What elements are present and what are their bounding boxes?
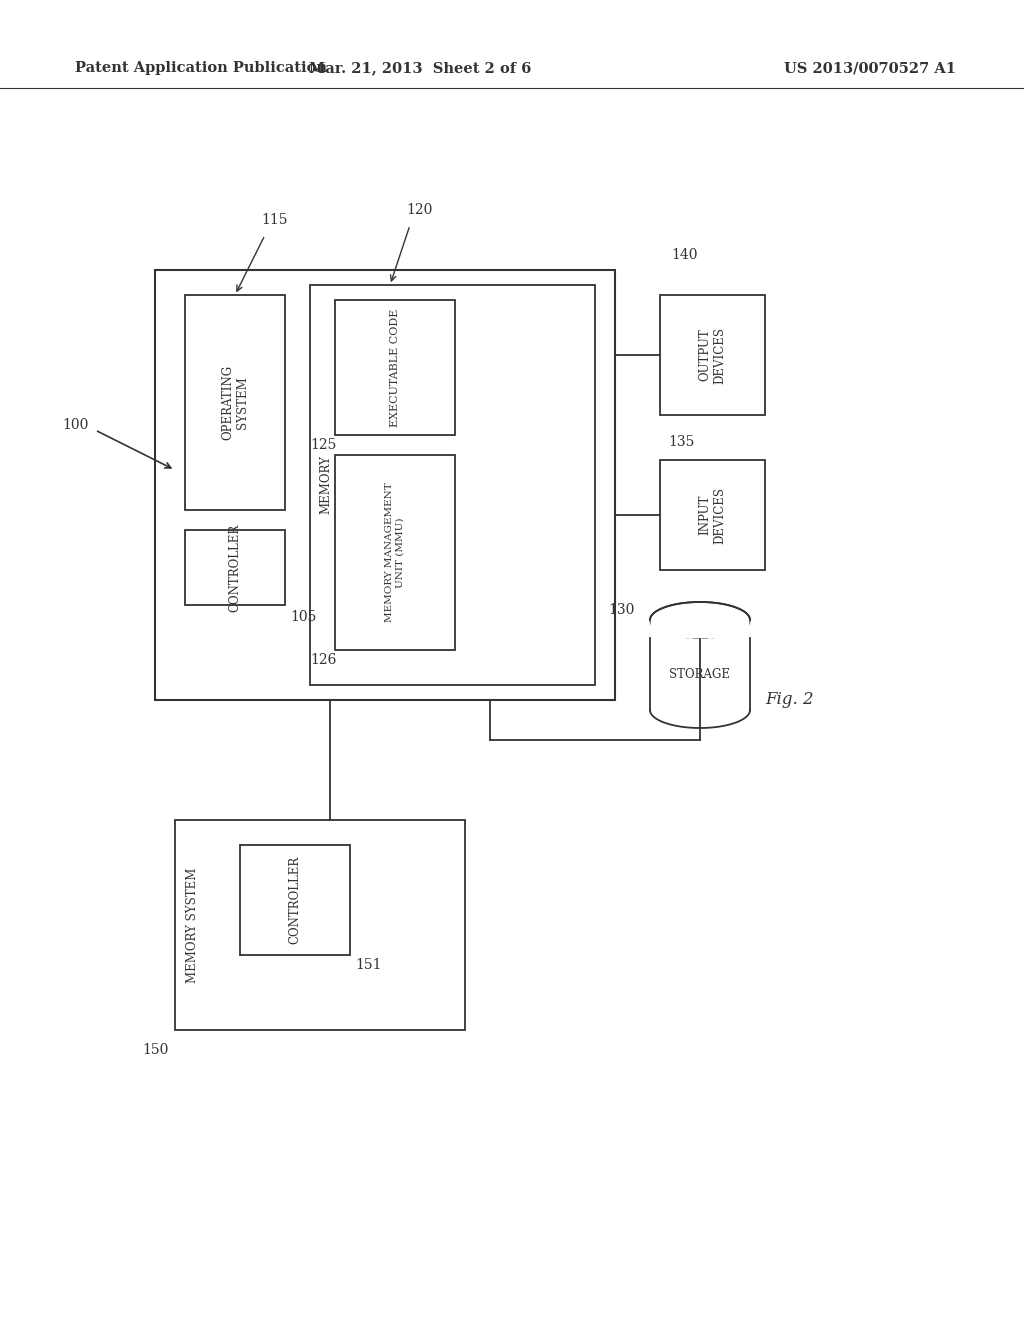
Bar	[175, 820, 465, 1030]
Text: EXECUTABLE CODE: EXECUTABLE CODE	[390, 309, 400, 426]
Text: OUTPUT
DEVICES: OUTPUT DEVICES	[698, 326, 726, 384]
Text: 135: 135	[668, 436, 694, 449]
Text: 125: 125	[310, 438, 336, 451]
Text: MEMORY MANAGEMENT
UNIT (MMU): MEMORY MANAGEMENT UNIT (MMU)	[385, 483, 404, 622]
Text: MEMORY SYSTEM: MEMORY SYSTEM	[186, 867, 200, 982]
Text: 150: 150	[141, 1043, 168, 1057]
Text: 151: 151	[355, 958, 382, 972]
Text: INPUT
DEVICES: INPUT DEVICES	[698, 487, 726, 544]
Text: CONTROLLER: CONTROLLER	[228, 523, 242, 611]
Bar	[310, 285, 595, 685]
Bar	[155, 271, 615, 700]
Text: 115: 115	[262, 213, 288, 227]
Bar	[185, 294, 285, 510]
Bar	[660, 459, 765, 570]
Bar	[335, 300, 455, 436]
Bar	[651, 620, 749, 638]
Bar	[240, 845, 350, 954]
Text: Fig. 2: Fig. 2	[766, 692, 814, 709]
Text: US 2013/0070527 A1: US 2013/0070527 A1	[784, 61, 956, 75]
Text: 140: 140	[672, 248, 698, 261]
Text: Patent Application Publication: Patent Application Publication	[75, 61, 327, 75]
Text: 126: 126	[310, 653, 336, 667]
Text: 130: 130	[609, 603, 635, 616]
Text: Mar. 21, 2013  Sheet 2 of 6: Mar. 21, 2013 Sheet 2 of 6	[309, 61, 531, 75]
Text: STORAGE: STORAGE	[670, 668, 730, 681]
Text: MEMORY: MEMORY	[319, 455, 333, 515]
Bar	[335, 455, 455, 649]
Text: CONTROLLER: CONTROLLER	[289, 855, 301, 944]
Text: 105: 105	[290, 610, 316, 624]
Text: 120: 120	[407, 203, 433, 216]
Text: OPERATING
SYSTEM: OPERATING SYSTEM	[221, 364, 249, 440]
Bar	[660, 294, 765, 414]
Text: 100: 100	[61, 418, 88, 432]
Bar	[185, 531, 285, 605]
